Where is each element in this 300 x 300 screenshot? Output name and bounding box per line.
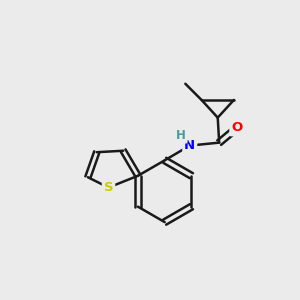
Text: H: H (176, 129, 186, 142)
Text: O: O (231, 122, 242, 134)
Text: S: S (104, 181, 113, 194)
Text: N: N (184, 139, 195, 152)
